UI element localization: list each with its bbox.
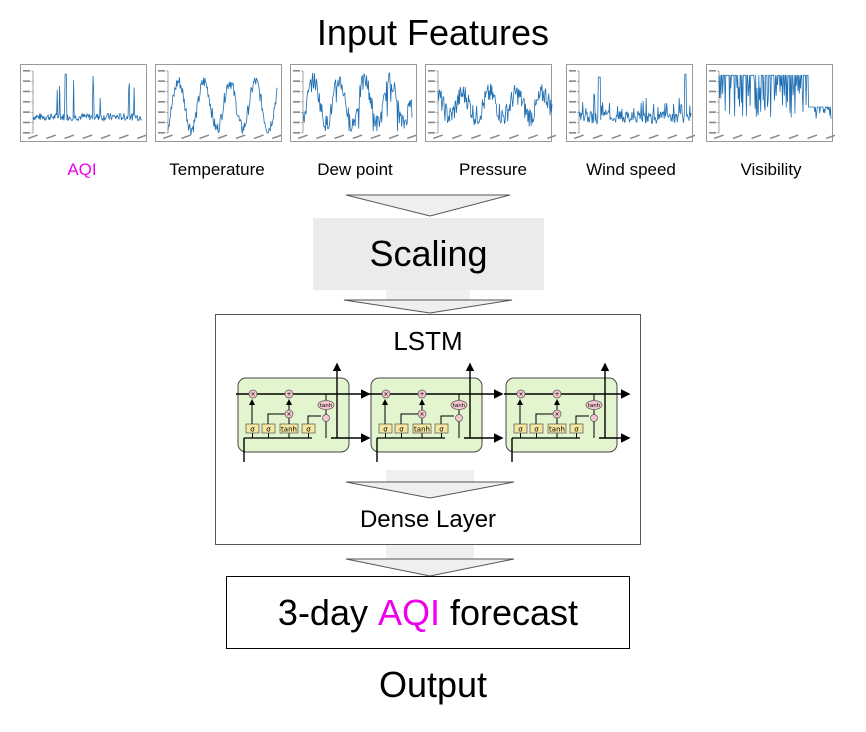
lstm-cells-diagram: σ σ tanh σ × + × tanh σ σ tanh σ × + × tanh σ σ tanh σ × + × ta…: [236, 362, 631, 462]
lstm-gate-label: tanh: [549, 426, 565, 434]
lstm-pointwise-op: [590, 414, 598, 422]
lstm-pointwise-op: [516, 389, 526, 399]
forecast-aqi: AQI: [377, 591, 440, 633]
lstm-pointwise-op: [381, 389, 391, 399]
forecast-suffix: forecast: [440, 591, 579, 633]
lstm-op-label: +: [286, 391, 291, 398]
lstm-op-label: ×: [383, 391, 388, 398]
lstm-pointwise-op: [585, 400, 603, 410]
forecast-prefix: 3-day: [277, 591, 378, 633]
lstm-gate-label: tanh: [414, 426, 430, 434]
lstm-label: LSTM: [393, 326, 463, 356]
lstm-op-label: +: [554, 391, 559, 398]
lstm-op-label: tanh: [453, 403, 466, 409]
aqi-chart: [20, 64, 147, 142]
arrow-to-scaling: [345, 194, 511, 217]
arrow-to-output: [345, 545, 515, 577]
lstm-pointwise-op: [450, 400, 468, 410]
lstm-pointwise-op: [417, 389, 427, 399]
arrow-to-lstm: [343, 290, 513, 314]
scaling-block: Scaling: [313, 218, 544, 290]
lstm-cell: [237, 377, 350, 453]
lstm-op-label: ×: [419, 411, 424, 418]
lstm-op-label: ×: [518, 391, 523, 398]
feature-label-pressure: Pressure: [458, 160, 528, 179]
feature-label-visibility: Visibility: [740, 160, 802, 179]
wind-speed-chart: [566, 64, 695, 142]
lstm-gate-label: σ: [399, 426, 404, 434]
lstm-op-label: +: [419, 391, 424, 398]
dense-layer-label: Dense Layer: [359, 506, 497, 533]
lstm-op-label: tanh: [320, 403, 333, 409]
visibility-chart: [706, 64, 835, 142]
lstm-op-label: ×: [286, 411, 291, 418]
lstm-gate-label: tanh: [281, 426, 297, 434]
page-title: Input Features: [316, 12, 550, 53]
lstm-cell: [505, 377, 618, 453]
lstm-op-label: tanh: [588, 403, 601, 409]
temperature-chart: [155, 64, 282, 142]
lstm-pointwise-op: [455, 414, 463, 422]
lstm-pointwise-op: [317, 400, 335, 410]
dew-point-chart: [290, 64, 417, 142]
lstm-pointwise-op: [284, 409, 294, 419]
lstm-container: [215, 314, 641, 545]
scaling-label: Scaling: [369, 233, 488, 274]
lstm-gate-label: σ: [250, 426, 255, 434]
lstm-op-label: ×: [250, 391, 255, 398]
lstm-gate-label: σ: [266, 426, 271, 434]
feature-label-wind-speed: Wind speed: [586, 160, 676, 179]
lstm-gate-label: σ: [534, 426, 539, 434]
lstm-gate-label: σ: [518, 426, 523, 434]
lstm-pointwise-op: [284, 389, 294, 399]
lstm-pointwise-op: [248, 389, 258, 399]
lstm-pointwise-op: [552, 409, 562, 419]
lstm-gate-label: σ: [306, 426, 311, 434]
lstm-gate-label: σ: [439, 426, 444, 434]
lstm-pointwise-op: [322, 414, 330, 422]
feature-label-dew-point: Dew point: [317, 160, 393, 179]
output-label: Output: [378, 664, 488, 705]
lstm-cell: [370, 377, 483, 453]
feature-label-aqi: AQI: [67, 160, 97, 179]
lstm-gate-label: σ: [574, 426, 579, 434]
arrow-to-dense: [345, 470, 515, 499]
forecast-box: 3-day AQI forecast: [226, 576, 630, 649]
lstm-gate-label: σ: [383, 426, 388, 434]
lstm-op-label: ×: [554, 411, 559, 418]
feature-label-temperature: Temperature: [169, 160, 265, 179]
pressure-chart: [425, 64, 556, 142]
lstm-pointwise-op: [552, 389, 562, 399]
lstm-pointwise-op: [417, 409, 427, 419]
